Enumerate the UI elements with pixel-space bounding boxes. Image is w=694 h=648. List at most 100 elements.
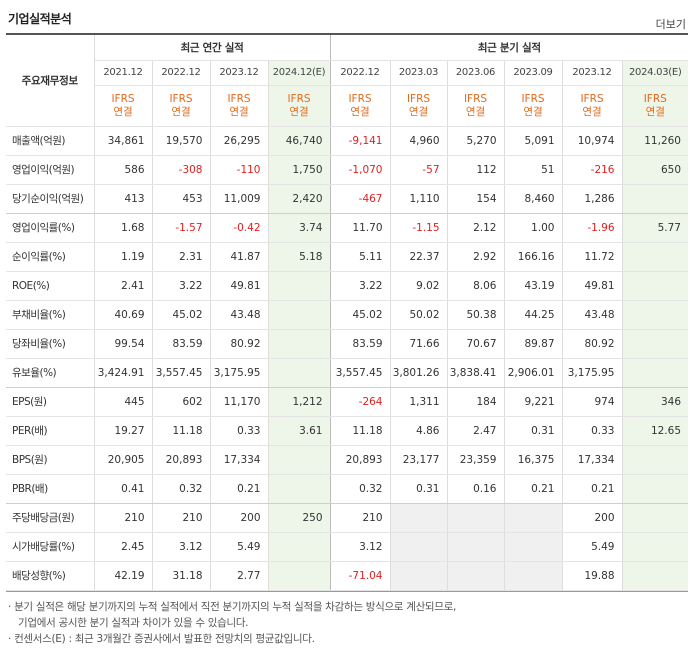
table-cell <box>621 300 688 330</box>
table-cell <box>503 503 562 533</box>
table-cell: 3.22 <box>151 271 210 301</box>
table-cell: 453 <box>151 184 210 214</box>
more-link[interactable]: 더보기 <box>655 18 686 31</box>
table-row: 유보율(%) 3,424.91 3,557.45 3,175.95 3,557.45 3,… <box>6 358 688 388</box>
row-label: 시가배당률(%) <box>6 532 94 562</box>
table-cell: 12.65 <box>621 416 688 446</box>
row-label: PBR(배) <box>6 474 94 504</box>
row-label: 영업이익률(%) <box>6 213 94 243</box>
table-cell: -1.15 <box>389 213 447 243</box>
table-cell: 2,420 <box>267 184 330 214</box>
row-label: 당좌비율(%) <box>6 329 94 359</box>
row-label: 유보율(%) <box>6 358 94 388</box>
bottom-divider <box>6 591 688 592</box>
row-label: 부채비율(%) <box>6 300 94 330</box>
table-cell: 22.37 <box>389 242 447 272</box>
table-cell: 166.16 <box>503 242 562 272</box>
table-cell: 43.48 <box>209 300 268 330</box>
table-cell: 8,460 <box>503 184 562 214</box>
table-cell: 210 <box>329 503 390 533</box>
table-cell: -1,070 <box>329 155 390 185</box>
table-cell: -264 <box>329 387 390 417</box>
table-cell: 49.81 <box>209 271 268 301</box>
table-cell <box>267 329 330 359</box>
row-label: 영업이익(억원) <box>6 155 94 185</box>
table-row: 당기순이익(억원) 413 453 11,009 2,420 -467 1,110 154 8,… <box>6 184 688 214</box>
table-cell: 4.86 <box>389 416 447 446</box>
table-cell: 1.00 <box>503 213 562 243</box>
table-cell: 11,009 <box>209 184 268 214</box>
table-cell: 3,175.95 <box>209 358 268 388</box>
table-cell: 0.21 <box>209 474 268 504</box>
table-cell: -71.04 <box>329 561 390 591</box>
ifrs-label: IFRS 연결 <box>209 85 268 127</box>
table-cell: 34,861 <box>93 126 152 156</box>
row-label: 주당배당금(원) <box>6 503 94 533</box>
table-cell: 19.88 <box>561 561 622 591</box>
table-cell: 2.77 <box>209 561 268 591</box>
ifrs-label: IFRS 연결 <box>389 85 447 127</box>
period-header: 2023.03 <box>389 60 447 86</box>
table-cell: 2.41 <box>93 271 152 301</box>
table-cell: 10,974 <box>561 126 622 156</box>
row-label: 매출액(억원) <box>6 126 94 156</box>
table-cell <box>621 184 688 214</box>
table-cell <box>389 561 447 591</box>
table-cell: 11.72 <box>561 242 622 272</box>
table-cell: 3,175.95 <box>561 358 622 388</box>
table-cell: 1,286 <box>561 184 622 214</box>
table-cell: 1,750 <box>267 155 330 185</box>
table-cell: 3.22 <box>329 271 390 301</box>
table-cell <box>621 561 688 591</box>
table-cell: 23,359 <box>446 445 504 475</box>
table-cell <box>621 329 688 359</box>
table-cell: -467 <box>329 184 390 214</box>
table-cell: 184 <box>446 387 504 417</box>
table-cell: 3,557.45 <box>151 358 210 388</box>
table-cell: 602 <box>151 387 210 417</box>
table-cell: 5,091 <box>503 126 562 156</box>
ifrs-row: IFRS 연결 IFRS 연결 IFRS 연결 IFRS 연결 IFRS 연결 IFRS 연결 IFRS… <box>6 85 688 127</box>
table-cell: 200 <box>561 503 622 533</box>
table-cell: 0.32 <box>329 474 390 504</box>
table-cell: 11.18 <box>151 416 210 446</box>
table-cell: 0.33 <box>561 416 622 446</box>
table-cell <box>267 474 330 504</box>
table-cell: 0.41 <box>93 474 152 504</box>
top-divider <box>6 33 688 35</box>
table-cell <box>621 474 688 504</box>
ifrs-label: IFRS 연결 <box>93 85 152 127</box>
table-cell: 346 <box>621 387 688 417</box>
table-cell: 2,906.01 <box>503 358 562 388</box>
row-label: 당기순이익(억원) <box>6 184 94 214</box>
table-cell <box>621 242 688 272</box>
period-header: 2022.12 <box>329 60 390 86</box>
table-cell <box>267 300 330 330</box>
table-row: EPS(원) 445 602 11,170 1,212 -264 1,311 184 9,221… <box>6 387 688 417</box>
table-cell <box>446 561 504 591</box>
table-row: 주당배당금(원) 210 210 200 250 210 200 <box>6 503 688 533</box>
table-cell: 112 <box>446 155 504 185</box>
table-cell: 4,960 <box>389 126 447 156</box>
row-label: 순이익률(%) <box>6 242 94 272</box>
table-row: PBR(배) 0.41 0.32 0.21 0.32 0.31 0.16 0.21 0.21 <box>6 474 688 504</box>
table-cell: 3,838.41 <box>446 358 504 388</box>
table-cell: 3,557.45 <box>329 358 390 388</box>
table-cell <box>446 532 504 562</box>
table-cell: 46,740 <box>267 126 330 156</box>
period-header: 2022.12 <box>151 60 210 86</box>
period-header: 2024.12(E) <box>267 60 330 86</box>
table-cell <box>389 532 447 562</box>
table-cell: 3,801.26 <box>389 358 447 388</box>
quarter-group-header: 최근 분기 실적 <box>329 35 688 61</box>
table-cell: 89.87 <box>503 329 562 359</box>
table-cell: 0.21 <box>503 474 562 504</box>
table-cell: 974 <box>561 387 622 417</box>
table-cell: 31.18 <box>151 561 210 591</box>
table-cell: 23,177 <box>389 445 447 475</box>
table-cell: 445 <box>93 387 152 417</box>
table-cell: 51 <box>503 155 562 185</box>
table-cell: 83.59 <box>151 329 210 359</box>
table-cell: 0.31 <box>503 416 562 446</box>
table-cell: 11.18 <box>329 416 390 446</box>
